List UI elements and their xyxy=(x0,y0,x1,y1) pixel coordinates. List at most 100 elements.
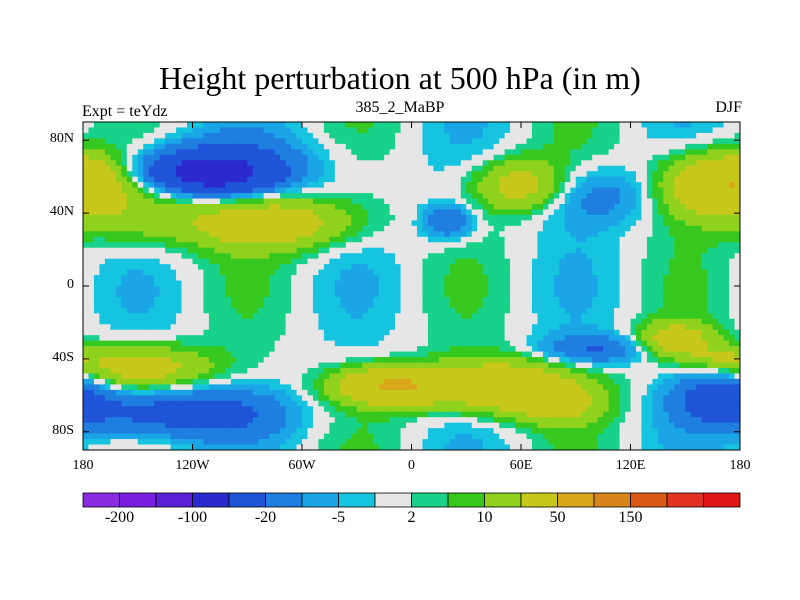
heatmap-cell xyxy=(734,340,740,347)
heatmap-cell xyxy=(449,138,456,145)
heatmap-cell xyxy=(537,220,544,227)
heatmap-cell xyxy=(471,187,478,194)
heatmap-cell xyxy=(690,165,697,172)
heatmap-cell xyxy=(247,258,254,265)
heatmap-cell xyxy=(696,231,703,238)
heatmap-cell xyxy=(176,258,183,265)
heatmap-cell xyxy=(537,204,544,211)
heatmap-cell xyxy=(252,214,259,221)
heatmap-cell xyxy=(302,313,309,320)
heatmap-cell xyxy=(499,225,506,232)
heatmap-cell xyxy=(499,149,506,156)
heatmap-cell xyxy=(334,187,341,194)
heatmap-cell xyxy=(389,302,396,309)
heatmap-cell xyxy=(384,127,391,134)
heatmap-cell xyxy=(471,193,478,200)
heatmap-cell xyxy=(515,193,522,200)
heatmap-cell xyxy=(471,182,478,189)
heatmap-cell xyxy=(93,258,101,265)
heatmap-cell xyxy=(154,318,161,325)
heatmap-cell xyxy=(548,236,555,243)
heatmap-cell xyxy=(258,335,265,342)
heatmap-cell xyxy=(460,318,467,325)
heatmap-cell xyxy=(548,313,555,320)
heatmap-cell xyxy=(115,149,122,156)
heatmap-cell xyxy=(559,302,566,309)
heatmap-cell xyxy=(323,160,330,167)
heatmap-cell xyxy=(334,143,341,150)
heatmap-cell xyxy=(614,176,621,183)
heatmap-cell xyxy=(307,171,314,178)
heatmap-cell xyxy=(592,296,599,303)
heatmap-cell xyxy=(630,329,637,336)
heatmap-cell xyxy=(625,225,632,232)
heatmap-cell xyxy=(219,231,226,238)
heatmap-cell xyxy=(197,236,205,243)
heatmap-cell xyxy=(247,280,254,287)
heatmap-cell xyxy=(690,269,697,276)
heatmap-cell xyxy=(356,204,363,211)
heatmap-cell xyxy=(635,132,643,139)
heatmap-cell xyxy=(614,307,621,314)
heatmap-cell xyxy=(219,132,226,139)
heatmap-cell xyxy=(614,296,621,303)
heatmap-cell xyxy=(493,225,500,232)
heatmap-cell xyxy=(329,302,336,309)
heatmap-cell xyxy=(729,231,736,238)
heatmap-cell xyxy=(603,242,610,249)
heatmap-cell xyxy=(214,291,221,298)
heatmap-cell xyxy=(559,176,566,183)
heatmap-cell xyxy=(504,127,511,134)
heatmap-cell xyxy=(685,176,692,183)
heatmap-cell xyxy=(137,182,144,189)
heatmap-cell xyxy=(252,165,259,172)
heatmap-cell xyxy=(400,193,407,200)
heatmap-cell xyxy=(586,138,593,145)
heatmap-cell xyxy=(329,138,336,145)
heatmap-cell xyxy=(132,247,139,254)
heatmap-cell xyxy=(707,154,714,161)
heatmap-cell xyxy=(247,204,254,211)
heatmap-cell xyxy=(296,122,303,129)
heatmap-cell xyxy=(340,182,347,189)
heatmap-cell xyxy=(389,275,396,282)
heatmap-cell xyxy=(526,286,533,293)
heatmap-cell xyxy=(499,176,506,183)
heatmap-cell xyxy=(269,127,276,134)
heatmap-cell xyxy=(723,171,730,178)
heatmap-cell xyxy=(362,247,369,254)
heatmap-cell xyxy=(203,171,210,178)
heatmap-cell xyxy=(449,280,456,287)
heatmap-cell xyxy=(378,346,385,353)
heatmap-cell xyxy=(219,127,226,134)
heatmap-cell xyxy=(515,340,522,347)
heatmap-cell xyxy=(614,329,621,336)
heatmap-cell xyxy=(121,269,128,276)
heatmap-cell xyxy=(367,176,374,183)
heatmap-cell xyxy=(395,132,402,139)
heatmap-cell xyxy=(373,329,380,336)
heatmap-cell xyxy=(488,209,495,216)
heatmap-cell xyxy=(93,171,101,178)
heatmap-cell xyxy=(362,171,369,178)
heatmap-cell xyxy=(416,286,424,293)
heatmap-cell xyxy=(444,280,451,287)
heatmap-cell xyxy=(302,291,309,298)
heatmap-cell xyxy=(531,242,539,249)
heatmap-cell xyxy=(219,165,226,172)
heatmap-cell xyxy=(674,165,681,172)
heatmap-cell xyxy=(679,193,686,200)
heatmap-cell xyxy=(592,143,599,150)
heatmap-cell xyxy=(143,214,150,221)
heatmap-cell xyxy=(126,335,133,342)
heatmap-cell xyxy=(608,286,615,293)
heatmap-cell xyxy=(427,149,434,156)
heatmap-cell xyxy=(696,176,703,183)
heatmap-cell xyxy=(592,122,599,129)
heatmap-cell xyxy=(214,264,221,271)
heatmap-cell xyxy=(559,291,566,298)
heatmap-cell xyxy=(115,286,122,293)
heatmap-cell xyxy=(570,329,577,336)
heatmap-cell xyxy=(367,269,374,276)
heatmap-cell xyxy=(438,193,445,200)
